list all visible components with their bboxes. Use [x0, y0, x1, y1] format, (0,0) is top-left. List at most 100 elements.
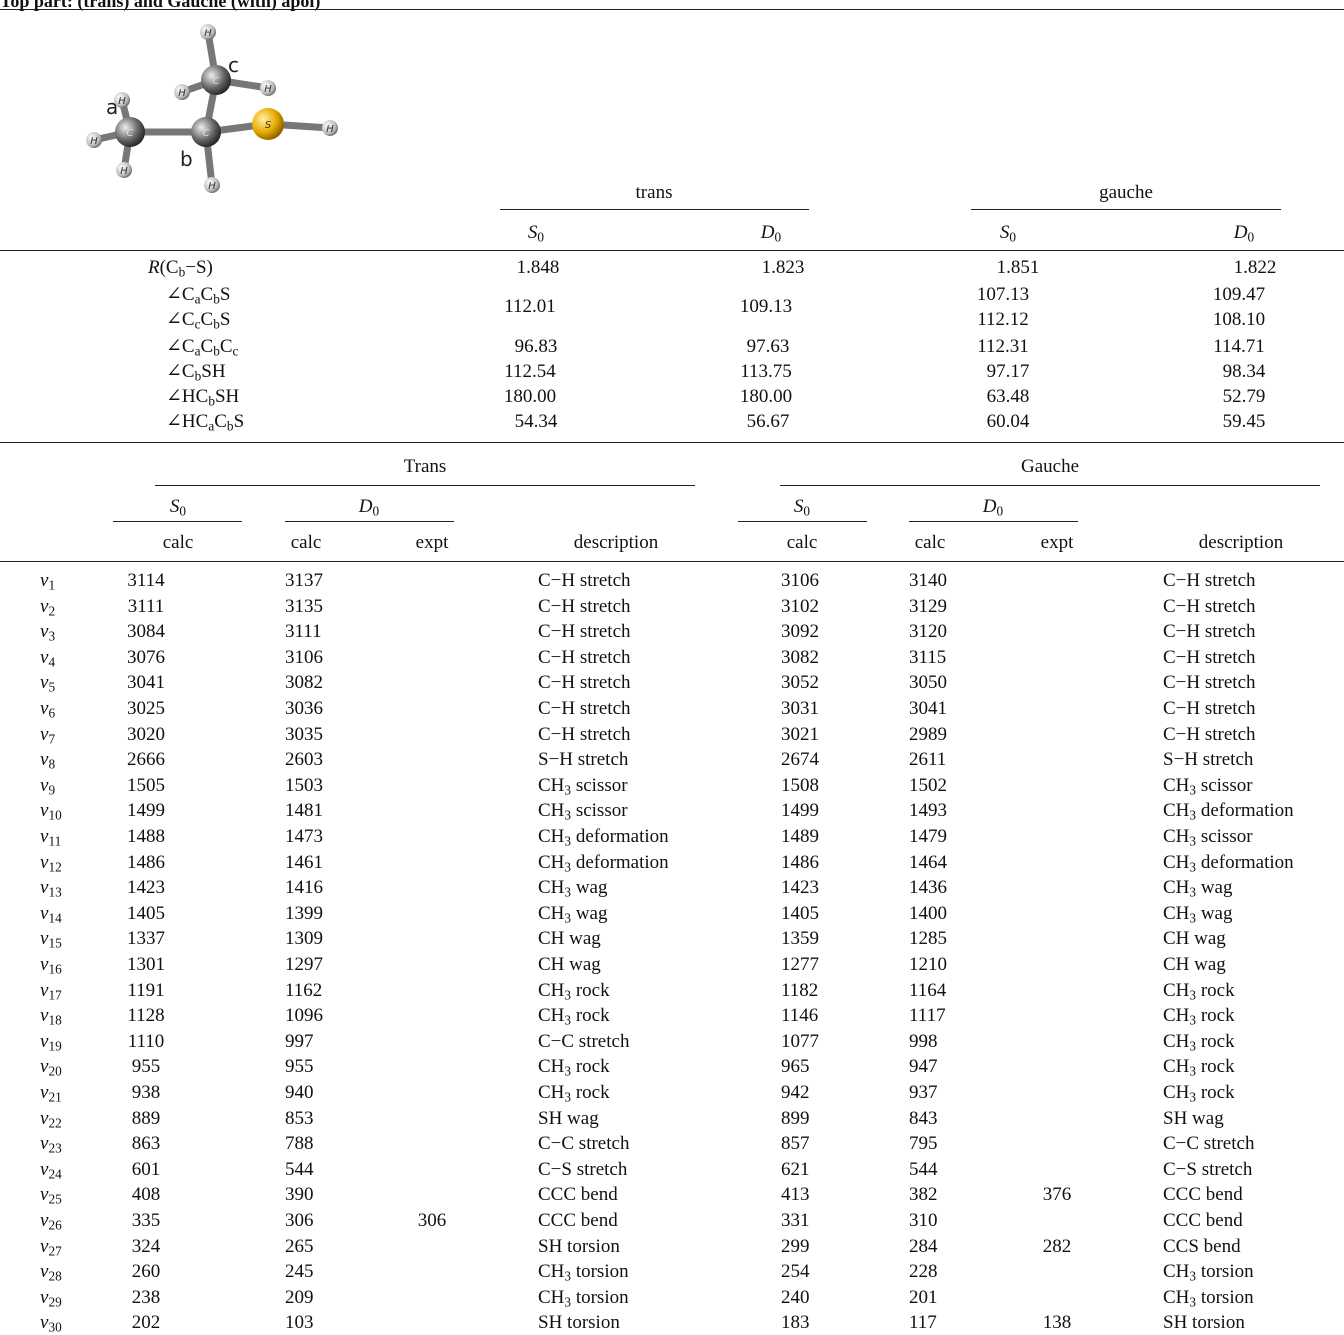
frequency-value: 1436 [909, 877, 947, 899]
top-rule [0, 9, 1344, 10]
frequency-value: 1473 [285, 826, 323, 848]
geom-label-cb-s-h: ∠CbSH [166, 361, 226, 383]
frequency-value: 3021 [781, 724, 819, 746]
mode-label: ν23 [40, 1133, 62, 1155]
frequency-value: 382 [909, 1184, 938, 1206]
frequency-value: 1479 [909, 826, 947, 848]
frequency-value: 938 [106, 1082, 186, 1104]
geom-value: 97.63 [747, 336, 790, 358]
table-caption-fragment: Top part: (trans) and Gauche (with) apol… [0, 0, 320, 12]
mode-label: ν5 [40, 672, 55, 694]
carbon-label-c: c [228, 53, 239, 77]
frequency-value: 937 [909, 1082, 938, 1104]
geom-value: 112.01 [504, 296, 556, 318]
frequency-value: 103 [285, 1312, 314, 1334]
mode-description: CH3 scissor [1163, 775, 1253, 797]
mode-description: C−S stretch [1163, 1159, 1252, 1181]
geom-label-r-cb-s: R(Cb−S) [148, 257, 213, 279]
freq-group-gauche: Gauche [1021, 456, 1079, 478]
geom-label-ca-cb-s: ∠CaCbS [166, 284, 230, 306]
mode-description: CCC bend [1163, 1184, 1243, 1206]
mode-description: CCC bend [538, 1184, 618, 1206]
mode-description: C−H stretch [1163, 570, 1256, 592]
svg-text:H: H [120, 166, 128, 177]
geom-value: 56.67 [747, 411, 790, 433]
frequency-value: 260 [106, 1261, 186, 1283]
frequency-value: 1502 [909, 775, 947, 797]
frequency-value: 1481 [285, 800, 323, 822]
frequency-value: 3035 [285, 724, 323, 746]
mode-description: C−H stretch [538, 621, 631, 643]
frequency-value: 899 [781, 1108, 810, 1130]
geom-value: 180.00 [740, 386, 792, 408]
frequency-value: 1423 [106, 877, 186, 899]
frequency-value: 2611 [909, 749, 946, 771]
mode-label: ν8 [40, 749, 55, 771]
frequency-value: 947 [909, 1056, 938, 1078]
atom-label-s: S [265, 120, 272, 131]
mode-description: C−C stretch [538, 1031, 629, 1053]
mode-description: CH3 rock [538, 1082, 610, 1104]
mode-description: CH3 wag [1163, 903, 1232, 925]
frequency-value: 544 [285, 1159, 314, 1181]
geom-header-rule [0, 250, 1344, 251]
freq-sub-expt: expt [1041, 532, 1074, 554]
mode-description: CH3 wag [538, 903, 607, 925]
frequency-value: 413 [781, 1184, 810, 1206]
frequency-value: 3106 [781, 570, 819, 592]
mode-label: ν7 [40, 724, 55, 746]
mode-description: SH torsion [538, 1236, 620, 1258]
frequency-value: 544 [909, 1159, 938, 1181]
mode-description: CH3 deformation [538, 852, 669, 874]
frequency-value: 889 [106, 1108, 186, 1130]
geom-value: 109.13 [740, 296, 792, 318]
frequency-value: 306 [392, 1210, 472, 1232]
svg-text:H: H [90, 136, 98, 147]
frequency-value: 3031 [781, 698, 819, 720]
mode-description: CH3 wag [1163, 877, 1232, 899]
mode-description: CH3 torsion [538, 1287, 629, 1309]
mode-label: ν1 [40, 570, 55, 592]
frequency-value: 1309 [285, 928, 323, 950]
frequency-value: 3052 [781, 672, 819, 694]
freq-sub-calc: calc [915, 532, 946, 554]
frequency-value: 1182 [781, 980, 818, 1002]
mode-description: CH3 rock [1163, 1082, 1235, 1104]
geom-trans-d0-header: D0 [761, 222, 781, 244]
frequency-value: 3129 [909, 596, 947, 618]
frequency-value: 228 [909, 1261, 938, 1283]
geom-trans-s0-header: S0 [528, 222, 544, 244]
frequency-value: 843 [909, 1108, 938, 1130]
frequency-value: 1285 [909, 928, 947, 950]
geom-value: 113.75 [740, 361, 792, 383]
frequency-value: 1486 [781, 852, 819, 874]
mode-label: ν22 [40, 1108, 62, 1130]
freq-sub-expt: expt [416, 532, 449, 554]
mode-label: ν9 [40, 775, 55, 797]
freq-sub-calc: calc [163, 532, 194, 554]
frequency-value: 331 [781, 1210, 810, 1232]
geom-value: 1.823 [762, 257, 805, 279]
frequency-value: 1162 [285, 980, 322, 1002]
frequency-value: 1405 [106, 903, 186, 925]
frequency-value: 1505 [106, 775, 186, 797]
geom-value: 180.00 [504, 386, 556, 408]
mode-description: C−H stretch [1163, 672, 1256, 694]
geom-value: 60.04 [987, 411, 1030, 433]
frequency-value: 1146 [781, 1005, 818, 1027]
geom-value: 1.848 [517, 257, 560, 279]
mode-description: C−H stretch [1163, 621, 1256, 643]
mode-label: ν19 [40, 1031, 62, 1053]
freq-trans-d0-header: D0 [359, 496, 379, 518]
frequency-value: 306 [285, 1210, 314, 1232]
frequency-value: 3041 [106, 672, 186, 694]
frequency-value: 955 [106, 1056, 186, 1078]
mode-label: ν27 [40, 1236, 62, 1258]
atom-label-h: H [204, 28, 212, 39]
freq-sub-calc: calc [787, 532, 818, 554]
frequency-value: 3135 [285, 596, 323, 618]
geom-label-h-ca-cb-s: ∠HCaCbS [166, 411, 244, 433]
mode-description: S−H stretch [538, 749, 628, 771]
frequency-value: 601 [106, 1159, 186, 1181]
mode-description: CH wag [1163, 928, 1226, 950]
